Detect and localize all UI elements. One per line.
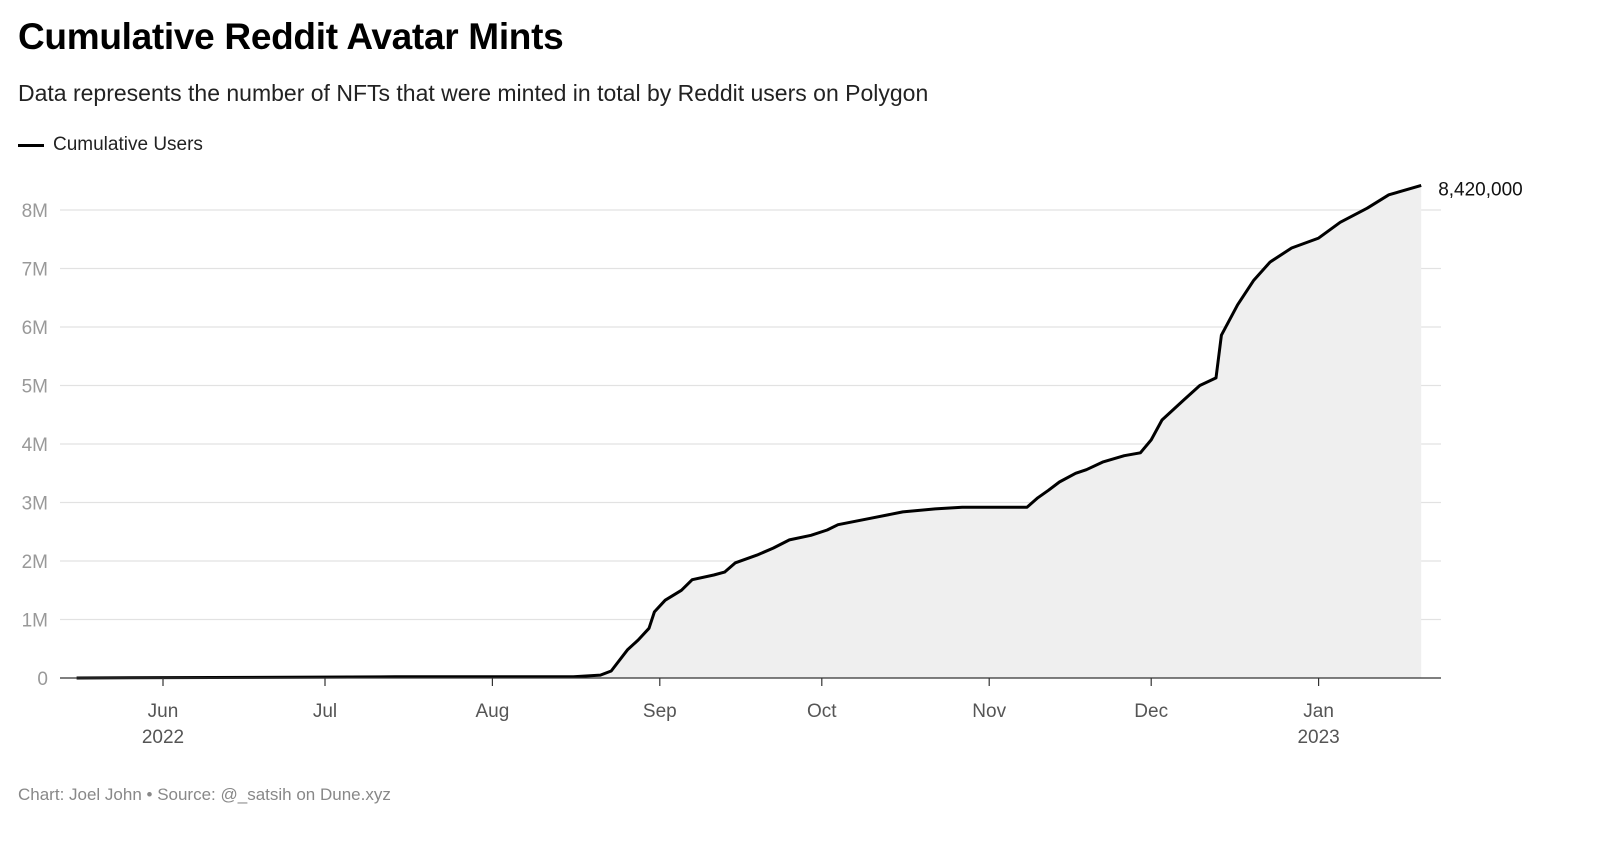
chart-title: Cumulative Reddit Avatar Mints xyxy=(18,16,564,57)
legend-swatch xyxy=(18,143,44,147)
y-tick-label: 8M xyxy=(22,201,48,222)
x-tick-label: Nov xyxy=(972,701,1006,722)
legend-label: Cumulative Users xyxy=(53,134,203,155)
series-line xyxy=(76,183,1422,680)
y-tick-label: 7M xyxy=(22,260,48,281)
x-tick-year-label: 2022 xyxy=(142,727,184,748)
x-tick-year-label: 2023 xyxy=(1297,727,1339,748)
x-tick-label: Aug xyxy=(475,701,509,722)
legend: Cumulative Users xyxy=(18,134,203,156)
x-tick-label: Oct xyxy=(807,701,837,722)
y-tick-label: 6M xyxy=(22,318,48,339)
x-tick-label: Jun xyxy=(148,701,179,722)
y-tick-label: 4M xyxy=(22,435,48,456)
y-tick-label: 0 xyxy=(37,669,48,690)
series-area-fill xyxy=(76,185,1422,678)
y-tick-label: 3M xyxy=(22,494,48,515)
x-tick-label: Dec xyxy=(1134,701,1168,722)
x-tick-label: Jan xyxy=(1303,701,1334,722)
x-tick-label: Jul xyxy=(313,701,337,722)
y-tick-label: 1M xyxy=(22,611,48,632)
y-tick-label: 5M xyxy=(22,377,48,398)
chart-subtitle: Data represents the number of NFTs that … xyxy=(18,80,929,106)
y-tick-label: 2M xyxy=(22,552,48,573)
end-value-label: 8,420,000 xyxy=(1438,179,1523,200)
chart-source: Chart: Joel John • Source: @_satsih on D… xyxy=(18,785,391,804)
x-tick-label: Sep xyxy=(643,701,677,722)
